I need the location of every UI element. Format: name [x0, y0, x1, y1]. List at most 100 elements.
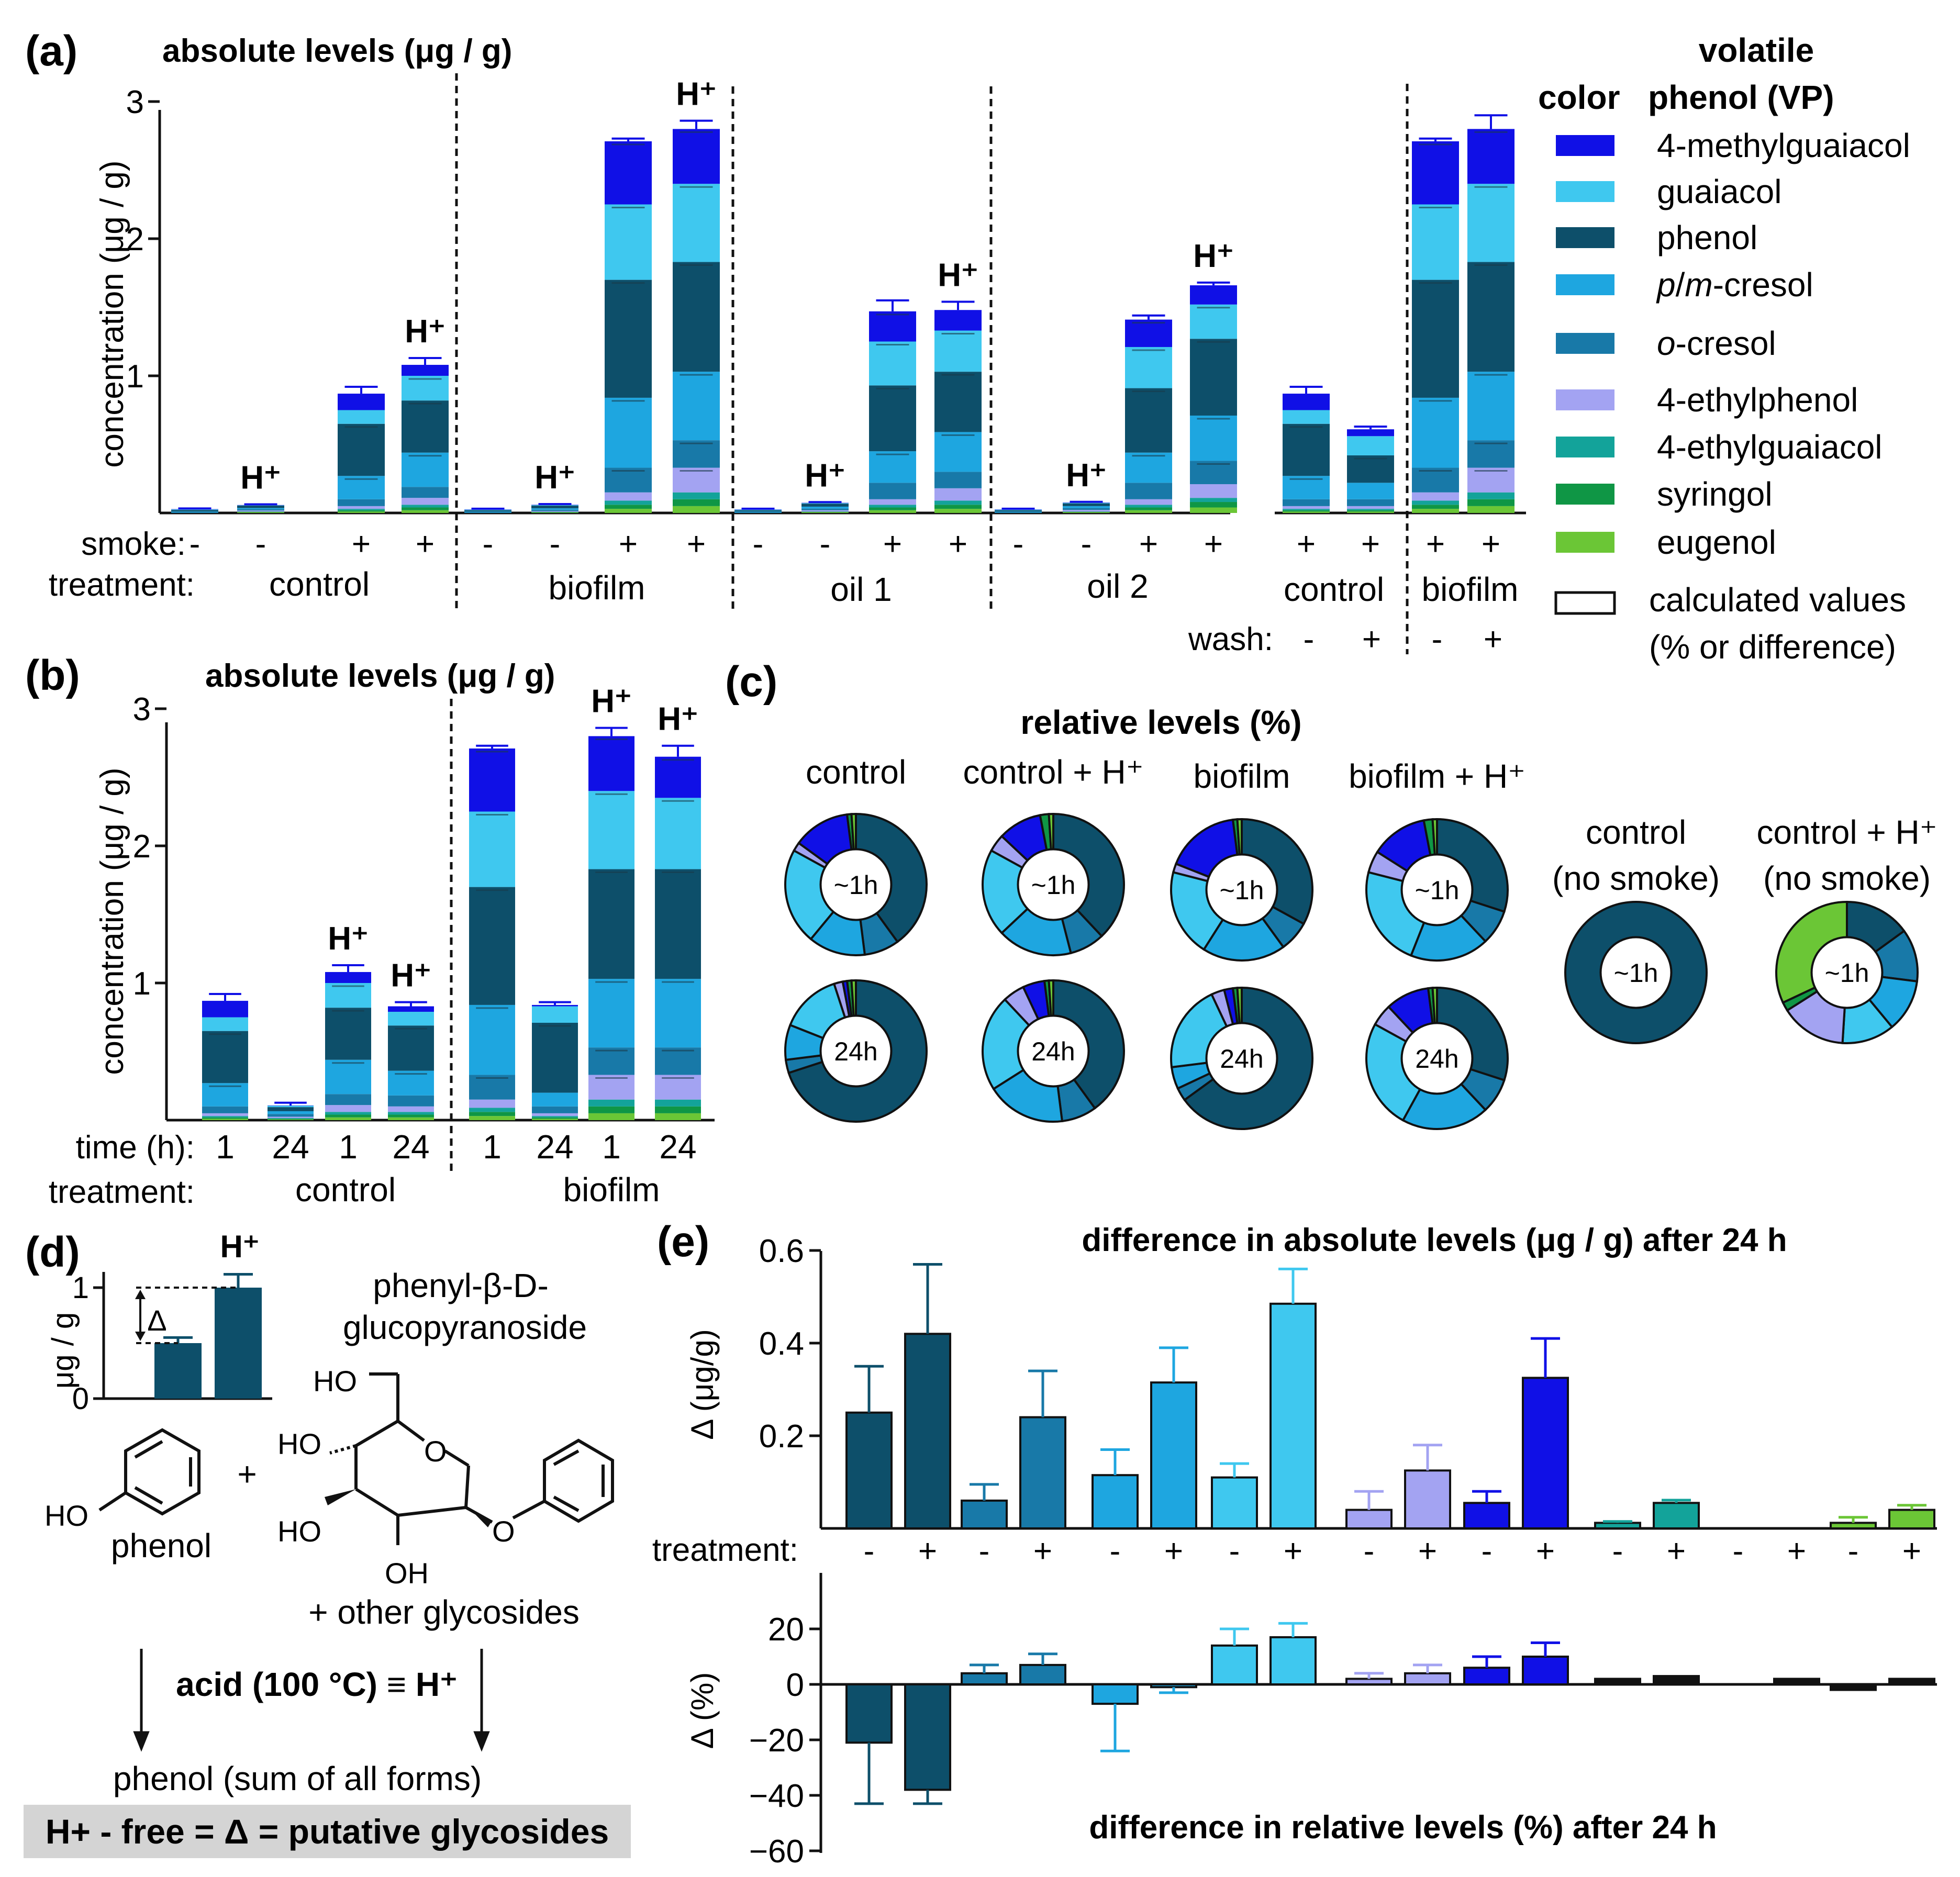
- a-bar-ocresol: [1063, 508, 1110, 510]
- legend-title-line1: volatile: [1699, 31, 1814, 69]
- b-bar-ethylphenol: [325, 1105, 371, 1112]
- a-bar-syringol: [402, 507, 449, 510]
- e-top-bar-ocresol: [961, 1499, 1008, 1529]
- a-bar-pmcresol: [869, 451, 916, 483]
- e-bottom-ytick-label: 20: [768, 1612, 804, 1648]
- b-bar-phenol: [202, 1031, 248, 1083]
- c-center-label: 24h: [1031, 1037, 1075, 1066]
- a-bar-phenol: [605, 280, 652, 398]
- a-bar-syringol: [869, 507, 916, 510]
- e-treat-sign: +: [918, 1533, 937, 1569]
- a-bar-ethylguaiacol: [1347, 509, 1394, 510]
- panel-b-ylabel: concentration (μg / g): [94, 767, 130, 1075]
- panel-a-group-control: control: [269, 565, 370, 603]
- a-bar-ocresol: [734, 512, 782, 513]
- a-bar-ethylphenol: [934, 488, 982, 501]
- a-bar-pmcresol: [1190, 415, 1237, 461]
- panel-c-col-control: control: [806, 753, 906, 791]
- b-ytick-label: 3: [133, 691, 151, 728]
- a-bar-ethylguaiacol: [801, 511, 849, 512]
- b-bar-methylguaiacol: [202, 1001, 248, 1018]
- legend-swatch-eugenol: [1556, 532, 1614, 553]
- a-bar-ocresol: [531, 509, 578, 511]
- c-donut-hole: [1017, 1014, 1090, 1088]
- b-hplus-label: H⁺: [591, 684, 632, 720]
- panel-a-row-wash: wash:: [1188, 621, 1273, 657]
- b-bar-ethylguaiacol: [202, 1116, 248, 1118]
- a-bar-eugenol: [402, 510, 449, 513]
- b-bar-pmcresol: [325, 1059, 371, 1094]
- a-bar-phenol: [869, 385, 916, 452]
- c-donut-hole: [1017, 848, 1090, 921]
- legend-swatch-ethylguaiacol: [1556, 437, 1614, 457]
- e-top-ytick-label: 0.6: [759, 1233, 804, 1269]
- e-top-bar-methylguaiacol: [1463, 1502, 1510, 1529]
- b-hplus-label: H⁺: [658, 701, 698, 738]
- a-bar-eugenol: [1063, 512, 1110, 513]
- a-bar-ethylguaiacol: [1467, 492, 1514, 499]
- c-center-label: ~1h: [1825, 958, 1869, 988]
- panel-c-nosmoke-label2: control + H⁺: [1756, 813, 1937, 851]
- b-bar-phenol: [532, 1022, 578, 1093]
- a-bar-eugenol: [1467, 506, 1514, 513]
- b-bar-eugenol: [588, 1113, 634, 1120]
- b-hplus-label: H⁺: [391, 958, 431, 994]
- e-bottom-ytick-label: −60: [749, 1834, 804, 1870]
- e-treat-sign: -: [979, 1533, 990, 1569]
- panel-a-group-oil2: oil 2: [1087, 567, 1148, 605]
- panel-c-title: relative levels (%): [1020, 703, 1301, 741]
- a-bar-pmcresol: [402, 452, 449, 487]
- panel-d-delta: Δ: [147, 1304, 166, 1337]
- b-bar-guaiacol: [588, 791, 634, 869]
- b-bar-methylguaiacol: [469, 748, 515, 812]
- phenol-structure: [98, 1428, 201, 1516]
- a-bar-ocresol: [464, 512, 511, 513]
- a-bar-guaiacol: [1190, 304, 1237, 339]
- a-bar-ethylphenol: [1063, 510, 1110, 512]
- legend-swatch-ethylphenol: [1556, 389, 1614, 410]
- b-bar-guaiacol: [202, 1017, 248, 1031]
- b-bar-ethylguaiacol: [655, 1099, 701, 1107]
- a-bar-methylguaiacol: [1125, 319, 1172, 347]
- b-bar-ethylguaiacol: [532, 1116, 578, 1118]
- other-glycosides: + other glycosides: [308, 1593, 580, 1631]
- a-bar-guaiacol: [673, 184, 720, 262]
- a-bar-eugenol: [237, 512, 284, 513]
- c-slice-pmcresol: [1409, 888, 1487, 962]
- a-hplus-label: H⁺: [1193, 238, 1234, 274]
- e-treat-sign: +: [1033, 1533, 1052, 1569]
- e-treat-sign: +: [1787, 1533, 1806, 1569]
- b-bar-ethylguaiacol: [469, 1108, 515, 1112]
- e-top-bar-ocresol: [1019, 1416, 1066, 1530]
- a-smoke-sign: -: [1081, 526, 1092, 562]
- e-treat-sign: +: [1667, 1533, 1686, 1569]
- e-bottom-bar-eugenol: [1888, 1678, 1935, 1685]
- e-bottom-ytick-label: −40: [749, 1778, 804, 1814]
- panel-a-row-treatment: treatment:: [49, 567, 195, 603]
- c-donut-hole: [1205, 853, 1278, 926]
- a-bar-ocresol: [1467, 440, 1514, 468]
- a-bar-ethylguaiacol: [934, 500, 982, 505]
- glyco-ho-mid: HO: [277, 1427, 321, 1460]
- a-bar-ethylphenol: [402, 498, 449, 505]
- b-bar-eugenol: [202, 1119, 248, 1120]
- b-bar-guaiacol: [532, 1006, 578, 1023]
- legend-calc-swatch: [1554, 591, 1616, 615]
- a-bar-guaiacol: [171, 509, 218, 510]
- acid-condition: acid (100 °C) ≡ H⁺: [176, 1666, 458, 1703]
- a-smoke-sign: +: [1139, 526, 1158, 562]
- c-center-label: 24h: [834, 1037, 877, 1066]
- formula-text: H+ - free = Δ = putative glycosides: [46, 1812, 609, 1851]
- a-bar-ocresol: [402, 487, 449, 498]
- phenol-sum: phenol (sum of all forms): [113, 1760, 482, 1797]
- panel-b-group-biofilm: biofilm: [563, 1171, 660, 1209]
- a-bar-pmcresol: [1467, 372, 1514, 441]
- b-bar-eugenol: [655, 1113, 701, 1120]
- a-bar-ethylguaiacol: [338, 509, 385, 510]
- plus-sign: +: [237, 1455, 257, 1493]
- a-ytick-label: 1: [126, 359, 144, 395]
- a-bar-phenol: [1063, 503, 1110, 506]
- a-bar-guaiacol: [801, 503, 849, 504]
- a-hplus-label: H⁺: [1066, 457, 1107, 494]
- a-bar-ocresol: [869, 483, 916, 499]
